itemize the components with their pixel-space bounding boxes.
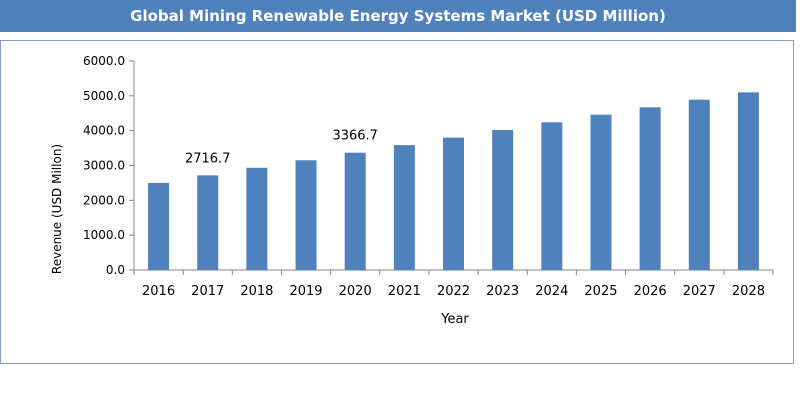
y-tick-label: 2000.0	[83, 193, 125, 207]
x-axis-label: Year	[440, 312, 469, 327]
bar-2021	[393, 145, 415, 270]
bar-2028	[737, 92, 759, 270]
bar-2016	[148, 182, 170, 270]
y-tick-label: 4000.0	[83, 124, 125, 138]
x-tick-label-2018: 2018	[240, 284, 273, 299]
y-tick-label: 1000.0	[83, 228, 125, 242]
x-tick-label-2027: 2027	[683, 284, 716, 299]
x-tick-label-2019: 2019	[289, 284, 322, 299]
y-tick-label: 6000.0	[83, 54, 125, 68]
chart-title: Global Mining Renewable Energy Systems M…	[0, 0, 796, 32]
bar-2018	[246, 167, 268, 270]
labels: 2016 2017 2018 2019 2020 2021 2022 2023 2024 2025…	[142, 129, 765, 299]
bar-chart: 0.01000.02000.03000.04000.05000.06000.0 …	[50, 54, 774, 327]
x-tick-label-2024: 2024	[535, 284, 568, 299]
bar-2017	[197, 175, 219, 270]
bar-2023	[492, 129, 514, 270]
data-label-2017: 2716.7	[185, 151, 231, 166]
data-label-2020: 3366.7	[332, 129, 378, 144]
x-tick-label-2017: 2017	[191, 284, 224, 299]
x-tick-label-2026: 2026	[634, 284, 667, 299]
y-tick-label: 3000.0	[83, 159, 125, 173]
x-tick-label-2023: 2023	[486, 284, 519, 299]
y-tick-label: 5000.0	[83, 89, 125, 103]
y-tick-label: 0.0	[106, 263, 125, 277]
bar-2022	[443, 137, 464, 270]
x-tick-label-2021: 2021	[388, 284, 421, 299]
bars	[148, 92, 759, 270]
bar-2027	[688, 99, 710, 270]
x-tick-label-2028: 2028	[732, 284, 765, 299]
y-axis-label: Revenue (USD Millon)	[50, 144, 64, 274]
x-tick-label-2016: 2016	[142, 284, 175, 299]
bar-2024	[541, 122, 563, 270]
x-tick-label-2022: 2022	[437, 284, 470, 299]
x-tick-label-2020: 2020	[339, 284, 372, 299]
bar-2026	[639, 107, 661, 270]
chart-frame: 0.0 1000.0 2000.0 3000.0 4000.0 5000.0 6000.0 …	[0, 40, 794, 364]
bar-2020	[344, 152, 366, 270]
x-tick-label-2025: 2025	[584, 284, 617, 299]
bar-2019	[295, 160, 317, 270]
axes: 0.0 1000.0 2000.0 3000.0 4000.0 5000.0 6000.0	[83, 54, 774, 277]
bar-2025	[590, 114, 612, 270]
